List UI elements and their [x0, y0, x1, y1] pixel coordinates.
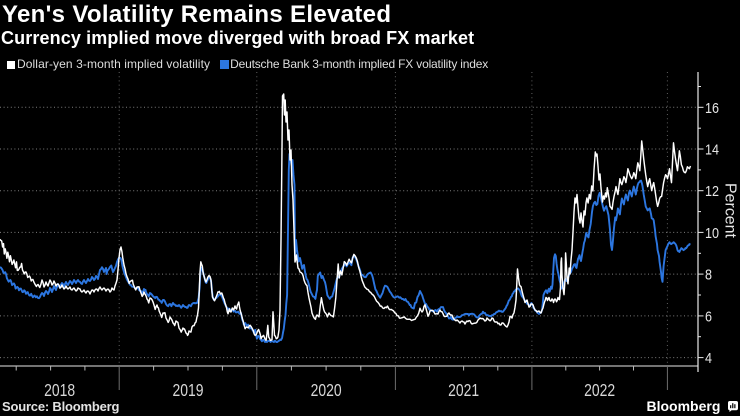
- svg-text:2018: 2018: [44, 380, 75, 400]
- svg-text:4: 4: [705, 350, 712, 367]
- svg-text:Percent: Percent: [722, 183, 739, 239]
- svg-text:2019: 2019: [173, 380, 204, 400]
- svg-text:14: 14: [705, 142, 719, 159]
- svg-text:10: 10: [705, 225, 719, 242]
- svg-text:8: 8: [705, 267, 712, 284]
- svg-text:6: 6: [705, 308, 712, 325]
- svg-text:2022: 2022: [584, 380, 615, 400]
- svg-text:12: 12: [705, 183, 719, 200]
- svg-text:2021: 2021: [448, 380, 479, 400]
- svg-text:16: 16: [705, 100, 719, 117]
- svg-text:2020: 2020: [311, 380, 342, 400]
